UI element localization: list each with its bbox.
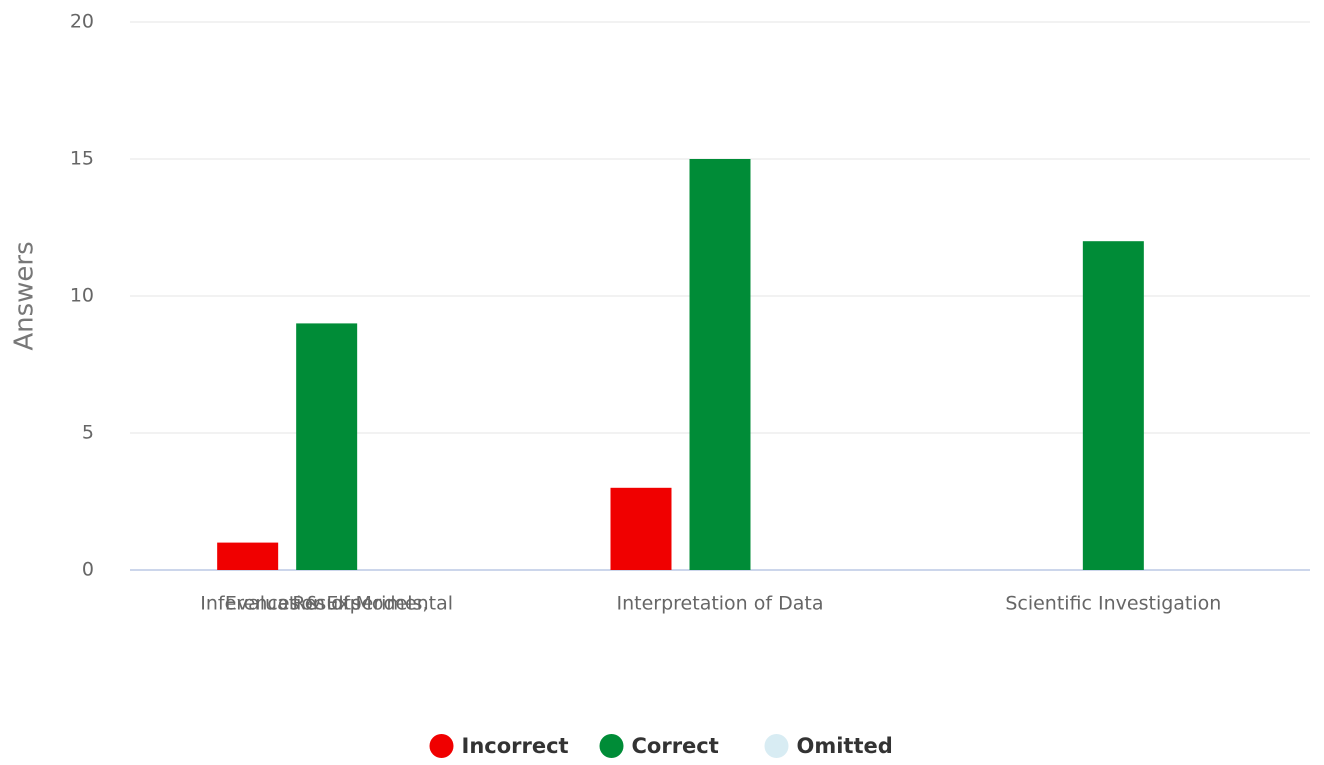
legend-label: Incorrect xyxy=(462,734,569,758)
bar xyxy=(296,323,358,570)
legend-marker xyxy=(429,734,454,758)
y-tick-label: 0 xyxy=(82,559,94,581)
legend-marker xyxy=(599,734,624,758)
bar xyxy=(689,159,751,570)
y-tick-label: 20 xyxy=(70,11,94,33)
x-tick-label: Inferences & Experimental xyxy=(200,593,453,615)
x-tick-label: Interpretation of Data xyxy=(617,593,824,615)
bar xyxy=(217,542,279,570)
legend-label: Correct xyxy=(632,734,719,758)
x-tick-label: Scientific Investigation xyxy=(1005,593,1221,615)
y-axis-title: Answers xyxy=(10,241,40,350)
x-tick-label: Evaluation of Models, xyxy=(225,593,429,615)
legend-label: Omitted xyxy=(797,734,893,758)
bar xyxy=(1082,241,1144,570)
y-tick-label: 15 xyxy=(70,148,94,170)
legend-marker xyxy=(764,734,789,758)
bar xyxy=(610,487,672,570)
y-tick-label: 5 xyxy=(82,422,94,444)
y-tick-label: 10 xyxy=(70,285,94,307)
x-tick-label: Results xyxy=(292,593,361,615)
